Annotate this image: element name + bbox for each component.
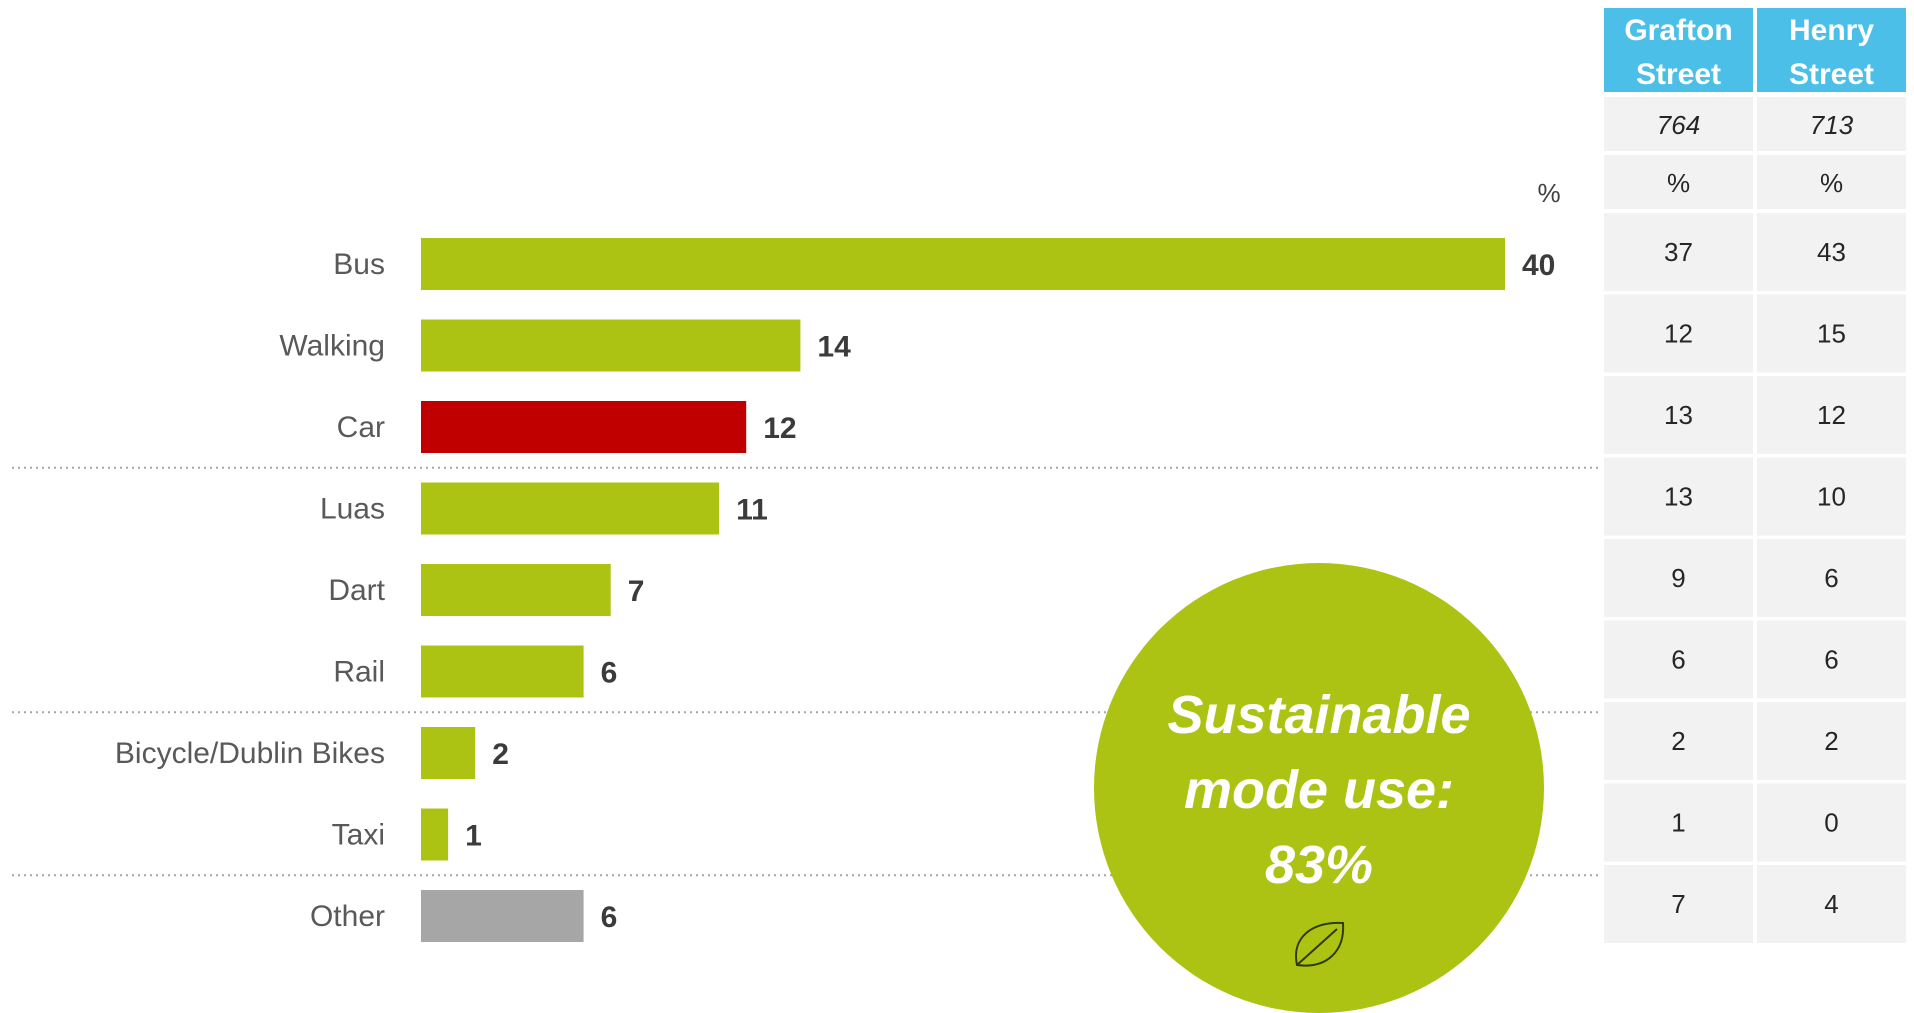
table-cell [1757, 702, 1906, 780]
category-label: Walking [279, 330, 385, 363]
sustainable-badge: Sustainable mode use: 83% [1094, 563, 1544, 1013]
table-base-cell [1604, 97, 1753, 151]
table-cell-value: 0 [1824, 808, 1838, 838]
data-label: 40 [1522, 249, 1555, 282]
data-label: 2 [492, 738, 509, 771]
data-label: 6 [601, 657, 618, 690]
table-header-cell [1604, 8, 1753, 92]
bar [421, 564, 611, 616]
category-label: Rail [333, 656, 385, 689]
table-header-line: Henry [1789, 14, 1874, 47]
bar [421, 808, 449, 861]
table-cell-value: 6 [1824, 645, 1838, 675]
bar [421, 401, 747, 453]
table-cell-value: 4 [1824, 889, 1838, 919]
table-unit-label: % [1667, 168, 1690, 198]
table-cell [1757, 539, 1906, 617]
table-cell-value: 6 [1824, 563, 1838, 593]
table-cell-value: 43 [1817, 237, 1846, 267]
table-base-value: 713 [1810, 110, 1854, 140]
table-header-line: Grafton [1624, 14, 1732, 47]
table-cell [1757, 620, 1906, 699]
table-cell [1757, 213, 1906, 291]
table-cell [1604, 702, 1753, 780]
table-cell-value: 10 [1817, 482, 1846, 512]
table-unit-label: % [1820, 168, 1843, 198]
category-label: Dart [328, 574, 385, 607]
table-header-cell [1757, 8, 1906, 92]
table-header-line: Street [1636, 58, 1721, 91]
table-cell-value: 1 [1671, 808, 1685, 838]
table-cell [1604, 457, 1753, 536]
table-cell-value: 2 [1824, 726, 1838, 756]
table-cell-value: 9 [1671, 563, 1685, 593]
table-base-cell [1757, 97, 1906, 151]
data-label: 11 [736, 494, 768, 527]
category-label: Car [337, 411, 385, 444]
table-cell-value: 12 [1817, 400, 1846, 430]
table-unit-cell [1757, 155, 1906, 209]
badge-line-1: Sustainable [1167, 685, 1470, 745]
table-header-line: Street [1789, 58, 1874, 91]
table-cell [1604, 213, 1753, 291]
data-label: 7 [628, 575, 645, 608]
bar [421, 890, 584, 942]
category-label: Luas [320, 493, 385, 526]
table-base-value: 764 [1657, 110, 1700, 140]
data-label: 6 [601, 901, 618, 934]
table-cell-value: 15 [1817, 319, 1846, 349]
table-unit-cell [1604, 155, 1753, 209]
table-cell-value: 13 [1664, 482, 1693, 512]
category-label: Bus [333, 248, 385, 281]
table-cell [1604, 865, 1753, 943]
data-label: 1 [465, 820, 482, 853]
table-cell-value: 7 [1671, 889, 1685, 919]
badge-line-2: mode use: [1184, 760, 1454, 820]
leaf-icon [1295, 921, 1345, 967]
category-label: Taxi [332, 819, 385, 852]
category-label: Bicycle/Dublin Bikes [115, 737, 385, 770]
bar [421, 238, 1505, 290]
table-cell [1757, 294, 1906, 373]
table-cell [1757, 783, 1906, 862]
table-cell [1604, 620, 1753, 699]
category-label: Other [310, 900, 385, 933]
bar [421, 319, 801, 372]
table-cell-value: 12 [1664, 319, 1693, 349]
table-cell [1604, 783, 1753, 862]
table-cell-value: 2 [1671, 726, 1685, 756]
unit-label: % [1537, 178, 1560, 208]
group-separators [12, 466, 1600, 877]
table-cell [1757, 376, 1906, 454]
table-cell [1604, 539, 1753, 617]
comparison-table: Grafton Street 764% 37 12 13 13 9 6 2 1 7 Henry Stree… [1604, 8, 1906, 943]
table-cell [1757, 865, 1906, 943]
badge-circle [1094, 563, 1544, 1013]
table-cell [1757, 457, 1906, 536]
bar [421, 482, 720, 535]
table-cell-value: 13 [1664, 400, 1693, 430]
bar [421, 727, 476, 779]
table-cell-value: 6 [1671, 645, 1685, 675]
table-cell [1604, 294, 1753, 373]
data-label: 12 [763, 412, 796, 445]
badge-line-3: 83% [1265, 835, 1373, 895]
table-cell [1604, 376, 1753, 454]
table-cell-value: 37 [1664, 237, 1693, 267]
data-label: 14 [817, 331, 851, 364]
bar [421, 645, 584, 698]
